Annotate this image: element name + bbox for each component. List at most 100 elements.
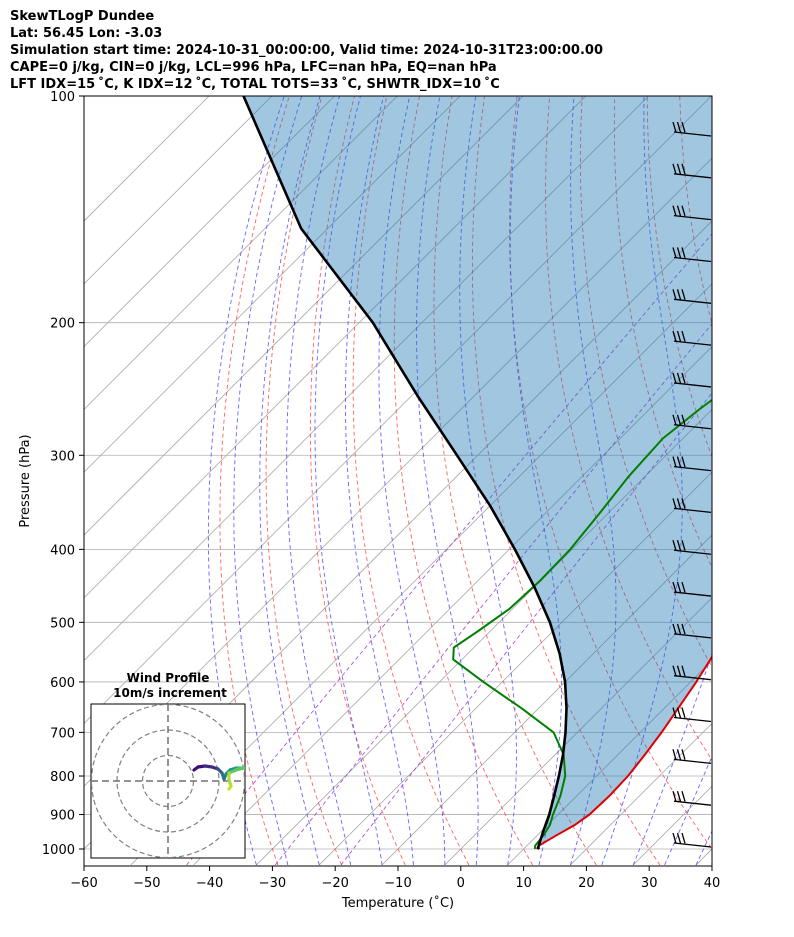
x-tick-label: 10 — [515, 876, 532, 891]
wind-barb — [672, 414, 712, 430]
y-tick-label: 200 — [50, 317, 75, 332]
x-axis-label: Temperature (˚C) — [341, 895, 454, 911]
wind-barb — [672, 707, 712, 723]
dry-adiabat — [777, 96, 794, 865]
x-tick-label: −10 — [384, 876, 411, 891]
cape-line: CAPE=0 j/kg, CIN=0 j/kg, LCL=996 hPa, LF… — [10, 60, 497, 75]
moist-adiabat — [314, 96, 383, 866]
y-tick-label: 300 — [50, 449, 75, 464]
x-tick-label: 20 — [578, 876, 595, 891]
moist-adiabat — [286, 96, 352, 866]
moist-adiabat — [632, 652, 712, 866]
wind-barb — [672, 330, 712, 346]
location-line: Lat: 56.45 Lon: -3.03 — [10, 26, 163, 41]
dry-adiabat — [613, 96, 712, 569]
x-tick-label: 0 — [457, 876, 465, 891]
moist-adiabat — [345, 96, 414, 866]
hodograph-title: Wind Profile — [127, 671, 210, 685]
x-tick-label: 30 — [641, 876, 658, 891]
x-tick-label: −40 — [196, 876, 223, 891]
x-tick-label: −20 — [321, 876, 348, 891]
index-line: LFT IDX=15 ˚C, K IDX=12 ˚C, TOTAL TOTS=3… — [10, 77, 500, 92]
wind-barb — [672, 540, 712, 555]
x-tick-label: −60 — [70, 876, 97, 891]
wind-barb — [672, 163, 712, 179]
wind-barb — [672, 623, 712, 639]
profile-lines — [242, 96, 712, 850]
isotherm-line — [84, 96, 398, 410]
chart-header: SkewTLogP Dundee Lat: 56.45 Lon: -3.03 S… — [10, 8, 603, 93]
isotherm-line — [507, 660, 712, 866]
y-tick-label: 600 — [50, 676, 75, 691]
wind-barb — [672, 456, 712, 472]
isotherm-line — [84, 96, 461, 473]
isotherm-line — [318, 471, 712, 866]
chart-title: SkewTLogP Dundee — [10, 9, 155, 24]
wind-barb — [672, 121, 712, 137]
isotherm-line — [84, 96, 524, 536]
dry-adiabat — [471, 96, 661, 866]
hodograph-inset — [90, 703, 246, 859]
background-grid — [84, 96, 794, 866]
hodograph-ring — [91, 704, 245, 858]
wind-barb — [672, 790, 712, 806]
y-tick-label: 900 — [50, 809, 75, 824]
isotherm-line — [84, 96, 587, 599]
dry-adiabat — [393, 96, 533, 866]
mixing-ratio-line — [186, 233, 712, 866]
isotherm-line — [84, 96, 712, 724]
mixing-ratio-line — [274, 323, 712, 866]
x-tick-label: 40 — [704, 876, 721, 891]
isotherm-line — [444, 597, 712, 866]
moist-adiabat — [416, 96, 479, 866]
dry-adiabat — [433, 96, 597, 866]
wind-barb — [672, 832, 712, 848]
wind-barb — [672, 289, 712, 304]
wind-barb — [672, 372, 712, 388]
y-tick-label: 1000 — [42, 843, 75, 858]
dewpoint-line — [452, 398, 712, 850]
x-tick-label: −50 — [133, 876, 160, 891]
mixing-ratio-line — [340, 392, 712, 866]
temperature-line — [535, 654, 712, 850]
moist-adiabat — [459, 96, 517, 866]
wind-barb — [672, 665, 712, 681]
moist-adiabat — [378, 96, 446, 865]
wind-barb — [672, 247, 712, 263]
dry-adiabat — [509, 96, 712, 850]
x-tick-label: −30 — [259, 876, 286, 891]
dry-adiabat — [265, 96, 343, 866]
cape-shading — [243, 96, 712, 849]
hodograph-subtitle: 10m/s increment — [113, 686, 227, 700]
isotherm-line — [570, 722, 712, 866]
dry-adiabat — [711, 96, 712, 100]
wind-barbs — [672, 121, 712, 848]
isotherm-line — [84, 96, 335, 348]
wind-barb — [672, 749, 712, 764]
moist-adiabat — [207, 96, 285, 866]
isotherm-line — [84, 96, 273, 285]
isotherm-line — [256, 408, 712, 866]
isotherm-line — [193, 346, 712, 866]
moist-adiabat — [259, 96, 321, 866]
wind-barb — [672, 498, 712, 514]
y-tick-label: 700 — [50, 726, 75, 741]
y-tick-label: 400 — [50, 543, 75, 558]
isotherm-line — [84, 96, 649, 662]
isotherm-line — [130, 283, 712, 866]
moist-adiabat — [601, 96, 683, 866]
y-axis-label: Pressure (hPa) — [18, 434, 33, 527]
wind-barb — [672, 581, 712, 597]
dry-adiabat — [219, 96, 290, 866]
moist-adiabat — [664, 755, 712, 866]
isotherm-line — [759, 96, 794, 865]
dry-adiabat — [352, 96, 470, 866]
moist-adiabat — [233, 96, 303, 866]
hodograph-trace — [227, 784, 233, 791]
dry-adiabat — [309, 96, 406, 866]
axes: −60 −50 −40 −30 −20 −10 0 10 20 30 40 100 200 300 400 5… — [42, 90, 720, 891]
moist-adiabat — [569, 96, 617, 866]
time-line: Simulation start time: 2024-10-31_00:00:… — [10, 43, 603, 58]
y-tick-label: 500 — [50, 616, 75, 631]
